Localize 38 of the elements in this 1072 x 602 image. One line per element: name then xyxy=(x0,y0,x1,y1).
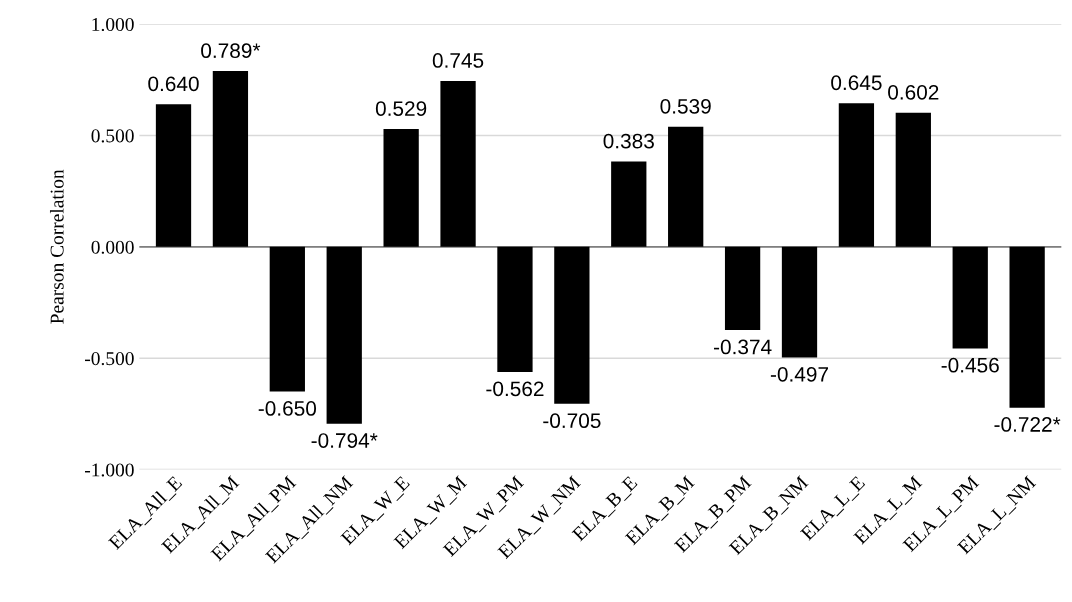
data-label: 0.645 xyxy=(831,75,882,91)
data-label: -0.497 xyxy=(770,366,828,382)
data-label: -0.456 xyxy=(941,357,999,373)
data-label: -0.705 xyxy=(543,413,601,429)
data-label: 0.745 xyxy=(432,53,484,68)
data-label: 0.383 xyxy=(603,133,654,149)
data-label: 0.789* xyxy=(201,43,261,59)
bar xyxy=(212,71,249,247)
bar xyxy=(611,161,647,247)
bar xyxy=(668,126,704,247)
bar xyxy=(724,246,761,331)
bar xyxy=(440,80,476,247)
bar xyxy=(497,246,533,372)
bar xyxy=(952,246,988,349)
bar xyxy=(326,246,362,424)
bar xyxy=(1009,246,1045,408)
data-label: 0.529 xyxy=(375,101,427,116)
bar xyxy=(383,128,419,247)
data-label: 0.640 xyxy=(148,76,199,92)
y-tick-label: 0.000 xyxy=(91,240,134,254)
y-tick-label: -0.500 xyxy=(85,352,134,366)
bar xyxy=(554,246,590,404)
data-label: 0.602 xyxy=(888,84,939,100)
bar xyxy=(781,246,818,358)
bar xyxy=(269,246,305,392)
data-label: -0.562 xyxy=(486,381,544,397)
bar xyxy=(838,103,875,247)
y-tick-label: 0.500 xyxy=(91,129,134,143)
bar xyxy=(155,104,192,247)
data-label: 0.539 xyxy=(660,98,711,114)
data-label: -0.722* xyxy=(994,417,1061,432)
bar xyxy=(895,112,931,247)
data-label: -0.794* xyxy=(311,433,378,448)
data-label: -0.650 xyxy=(258,401,317,416)
y-axis-title: Pearson Correlation xyxy=(49,169,64,324)
data-label: -0.374 xyxy=(713,339,772,355)
y-tick-label: 1.000 xyxy=(92,17,134,32)
y-tick-label: -1.000 xyxy=(85,463,134,477)
